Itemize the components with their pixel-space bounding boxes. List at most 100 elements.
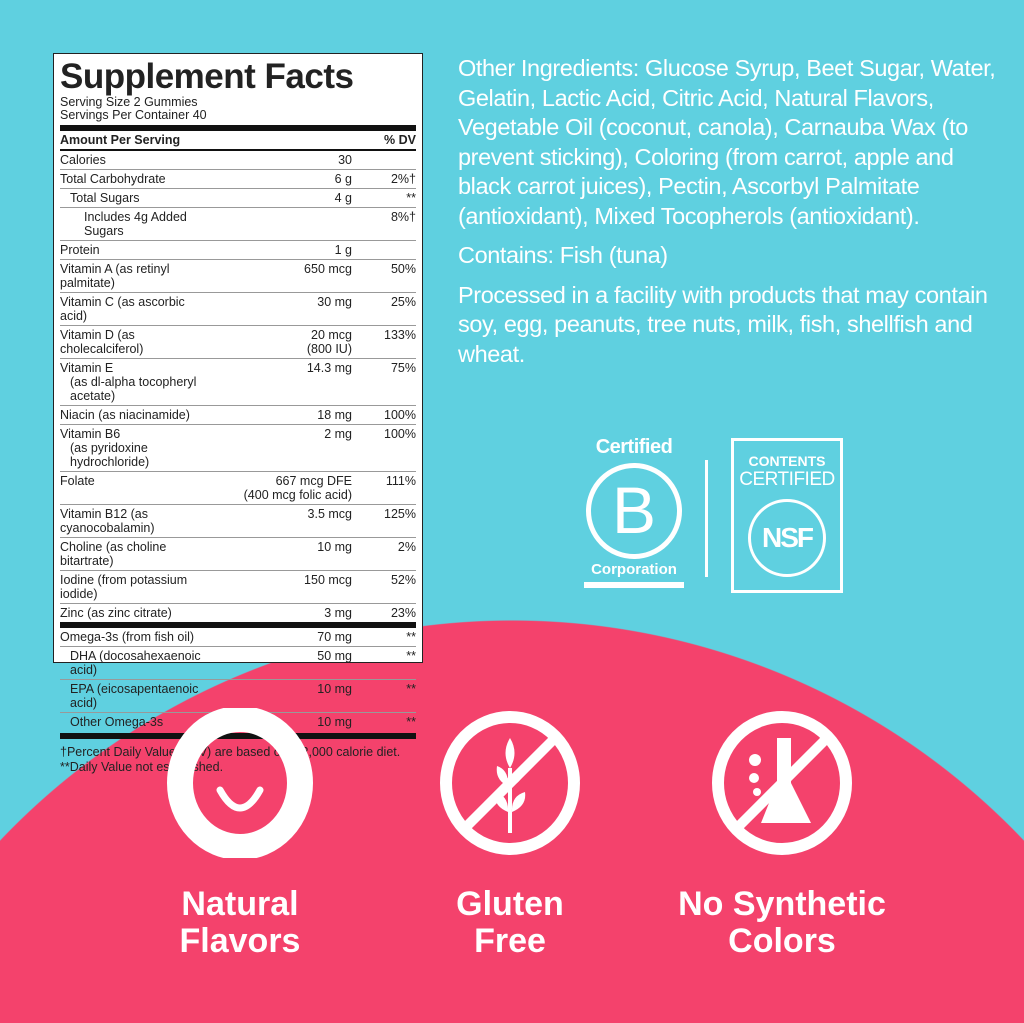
nutrient-name: DHA (docosahexaenoic acid)	[60, 649, 212, 677]
nutrient-dv: 23%	[390, 606, 416, 620]
nutrient-amount: 70 mg	[212, 630, 352, 644]
facts-row: Niacin (as niacinamide) 18 mg 100%	[60, 406, 416, 425]
facts-row: Other Omega-3s 10 mg **	[60, 713, 416, 731]
amount-value: 10 mg	[317, 715, 352, 729]
nutrient-amount: 30 mg	[212, 295, 352, 323]
amount-value: 70 mg	[317, 630, 352, 644]
nutrient-dv: **	[406, 630, 416, 644]
feature-label: No Synthetic	[678, 885, 886, 923]
nutrient-label: Total Carbohydrate	[60, 172, 166, 186]
facts-row: Vitamin B12 (as cyanocobalamin) 3.5 mcg 12…	[60, 505, 416, 538]
amount-value: 650 mcg	[304, 262, 352, 276]
nutrient-source: (as pyridoxine hydrochloride)	[70, 441, 150, 469]
nutrient-label: Choline (as choline bitartrate)	[60, 540, 167, 568]
facts-row: Choline (as choline bitartrate) 10 mg 2%	[60, 538, 416, 571]
nutrient-dv	[352, 243, 416, 257]
nutrient-amount: 667 mcg DFE (400 mcg folic acid)	[212, 474, 352, 502]
nutrient-amount: 1 g	[212, 243, 352, 257]
amount-value-alt: (800 IU)	[306, 342, 352, 356]
nutrient-dv: 133%	[384, 328, 416, 342]
facts-row: Vitamin A (as retinyl palmitate) 650 mcg 5…	[60, 260, 416, 293]
nutrient-name: Folate	[60, 474, 212, 502]
smile-icon	[167, 708, 313, 858]
nutrient-name: EPA (eicosapentaenoic acid)	[60, 682, 212, 710]
nutrient-dv: 75%	[390, 361, 416, 375]
facts-row: Vitamin C (as ascorbic acid) 30 mg 25%	[60, 293, 416, 326]
facts-row: Iodine (from potassium iodide) 150 mcg 52%	[60, 571, 416, 604]
nutrient-dv: **	[406, 649, 416, 663]
amount-value: 1 g	[334, 243, 352, 257]
nutrient-dv: 100%	[384, 408, 416, 422]
nutrient-name: Vitamin D (as cholecalciferol)	[60, 328, 212, 356]
no-wheat-icon	[440, 711, 580, 855]
nutrient-label: Omega-3s (from fish oil)	[60, 630, 195, 644]
amount-value: 50 mg	[317, 649, 352, 663]
bcorp-bar	[584, 582, 684, 588]
servings-per-container: Servings Per Container 40	[60, 108, 207, 122]
amount-value: 667 mcg DFE	[275, 474, 352, 488]
facts-row: Total Sugars 4 g **	[60, 189, 416, 208]
nutrient-name: Vitamin A (as retinyl palmitate)	[60, 262, 212, 290]
amount-value: 2 mg	[324, 427, 352, 441]
amount-value: 20 mcg	[311, 328, 352, 342]
nutrient-label: Folate	[60, 474, 95, 488]
feature-label: Free	[474, 922, 546, 960]
feature-gluten-free: Gluten Free	[390, 708, 630, 960]
nutrient-label: Other Omega-3s	[70, 715, 164, 729]
nutrient-label: Vitamin B12 (as cyanocobalamin)	[60, 507, 155, 535]
b-corp-logo: Certified B Corporation	[584, 436, 684, 588]
nsf-line1: CONTENTS	[748, 453, 826, 469]
nutrient-dv: 111%	[385, 474, 416, 488]
serving-size: Serving Size 2 Gummies	[60, 95, 198, 109]
nutrient-amount: 2 mg	[212, 427, 352, 469]
nutrient-name: Choline (as choline bitartrate)	[60, 540, 212, 568]
nutrient-name: Zinc (as zinc citrate)	[60, 606, 212, 620]
amount-value-alt: (400 mcg folic acid)	[243, 488, 352, 502]
facts-row: Vitamin D (as cholecalciferol) 20 mcg (800…	[60, 326, 416, 359]
facts-row: Omega-3s (from fish oil) 70 mg **	[60, 628, 416, 647]
feature-label: Gluten	[456, 885, 564, 923]
nutrient-label: EPA (eicosapentaenoic acid)	[70, 682, 199, 710]
amount-value: 150 mcg	[304, 573, 352, 587]
dv-header: % DV	[384, 133, 416, 147]
nutrient-source: (as dl-alpha tocopheryl acetate)	[70, 375, 197, 403]
nutrient-name: Niacin (as niacinamide)	[60, 408, 212, 422]
nutrient-amount: 3.5 mcg	[212, 507, 352, 535]
nutrient-dv	[352, 153, 416, 167]
amount-value: 18 mg	[317, 408, 352, 422]
nutrient-dv: 2%†	[390, 172, 416, 186]
amount-value: 3.5 mcg	[307, 507, 352, 521]
nutrient-amount: 3 mg	[212, 606, 352, 620]
feature-no-synthetic-colors: No Synthetic Colors	[662, 708, 902, 960]
nutrient-label: Vitamin B6	[60, 427, 121, 441]
facts-row: Vitamin E (as dl-alpha tocopheryl acetate…	[60, 359, 416, 406]
nutrient-amount: 650 mcg	[212, 262, 352, 290]
nutrient-dv: 2%	[397, 540, 416, 554]
nutrient-label: Vitamin C (as ascorbic acid)	[60, 295, 185, 323]
nutrient-amount: 18 mg	[212, 408, 352, 422]
nutrient-amount: 30	[212, 153, 352, 167]
facts-row: Zinc (as zinc citrate) 3 mg 23%	[60, 604, 416, 622]
nutrient-name: Includes 4g Added Sugars	[60, 210, 212, 238]
nutrient-amount: 150 mcg	[212, 573, 352, 601]
nutrient-dv: **	[406, 715, 416, 729]
facts-row: Includes 4g Added Sugars 8%†	[60, 208, 416, 241]
nutrient-name: Total Sugars	[60, 191, 212, 205]
nutrient-dv: 50%	[390, 262, 416, 276]
nutrient-label: DHA (docosahexaenoic acid)	[70, 649, 201, 677]
nutrient-amount: 10 mg	[212, 682, 352, 710]
facts-row: Protein 1 g	[60, 241, 416, 260]
amount-value: 3 mg	[324, 606, 352, 620]
footnote-dv: †Percent Daily Values (DV) are based on …	[60, 745, 401, 759]
divider	[60, 622, 416, 628]
facts-row: Vitamin B6 (as pyridoxine hydrochloride) 2…	[60, 425, 416, 472]
nutrient-dv: 100%	[384, 427, 416, 441]
amount-header: Amount Per Serving	[60, 133, 181, 147]
nutrient-name: Other Omega-3s	[60, 715, 212, 729]
nsf-mark-icon: NSF	[748, 499, 826, 577]
facts-title: Supplement Facts	[60, 57, 354, 96]
nutrient-label: Niacin (as niacinamide)	[60, 408, 190, 422]
divider	[60, 733, 416, 739]
amount-value: 30	[338, 153, 352, 167]
nutrient-name: Vitamin B6 (as pyridoxine hydrochloride)	[60, 427, 212, 469]
